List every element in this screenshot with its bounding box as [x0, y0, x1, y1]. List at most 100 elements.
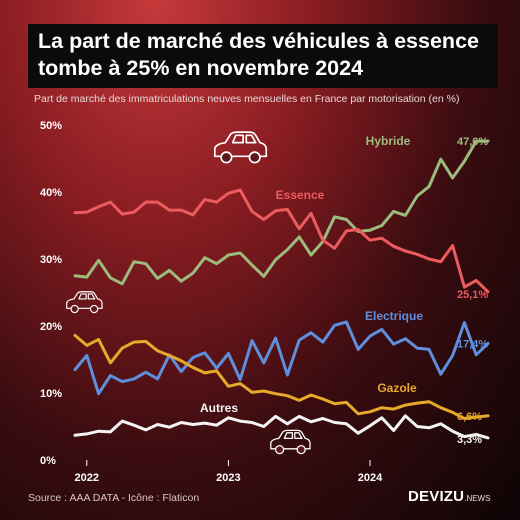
- data-point: [215, 262, 218, 265]
- data-point: [180, 370, 183, 373]
- data-point: [451, 354, 454, 357]
- y-tick-label: 0%: [40, 455, 56, 467]
- data-point: [73, 334, 76, 337]
- series-line: [73, 188, 490, 294]
- data-point: [191, 366, 194, 369]
- data-point: [156, 377, 159, 380]
- data-point: [427, 426, 430, 429]
- data-point: [286, 422, 289, 425]
- data-point: [132, 340, 135, 343]
- data-point: [132, 211, 135, 214]
- data-point: [144, 262, 147, 265]
- brand-suffix: .NEWS: [464, 494, 491, 503]
- data-point: [427, 185, 430, 188]
- source-note: Source : AAA DATA - Icône : Flaticon: [28, 492, 200, 504]
- data-point: [416, 401, 419, 404]
- data-point: [274, 415, 277, 418]
- data-point: [380, 237, 383, 240]
- series-label: Electrique: [365, 309, 423, 323]
- data-point: [180, 280, 183, 283]
- data-point: [333, 421, 336, 424]
- data-point: [262, 218, 265, 221]
- data-point: [121, 420, 124, 423]
- chart-title: La part de marché des véhicules à essenc…: [28, 24, 498, 88]
- data-point: [368, 424, 371, 427]
- chart-subtitle: Part de marché des immatriculations neuv…: [34, 93, 460, 105]
- car-icon: [213, 131, 268, 164]
- data-point: [451, 176, 454, 179]
- data-point: [463, 321, 466, 324]
- car-icon: [270, 429, 311, 455]
- y-tick-label: 10%: [40, 388, 62, 400]
- data-point: [392, 429, 395, 432]
- data-point: [156, 200, 159, 203]
- series-label: Autres: [200, 401, 238, 415]
- data-point: [144, 428, 147, 431]
- data-point: [250, 339, 253, 342]
- data-point: [368, 229, 371, 232]
- data-point: [168, 269, 171, 272]
- data-point: [109, 374, 112, 377]
- data-point: [475, 353, 478, 356]
- data-point: [333, 247, 336, 250]
- data-point: [439, 158, 442, 161]
- data-point: [132, 424, 135, 427]
- data-point: [298, 415, 301, 418]
- data-point: [439, 373, 442, 376]
- brand-logo: DEVIZU.NEWS: [408, 488, 490, 505]
- data-point: [321, 340, 324, 343]
- data-point: [404, 249, 407, 252]
- data-point: [73, 434, 76, 437]
- data-point: [97, 392, 100, 395]
- end-value-label: 3,3%: [457, 434, 482, 446]
- data-point: [156, 349, 159, 352]
- data-point: [215, 424, 218, 427]
- data-point: [168, 426, 171, 429]
- data-point: [357, 228, 360, 231]
- data-point: [404, 414, 407, 417]
- data-point: [121, 282, 124, 285]
- data-point: [427, 400, 430, 403]
- data-point: [345, 320, 348, 323]
- data-point: [321, 417, 324, 420]
- data-point: [85, 354, 88, 357]
- data-point: [239, 420, 242, 423]
- x-tick-label: 2024: [358, 472, 383, 484]
- data-point: [85, 432, 88, 435]
- data-point: [227, 192, 230, 195]
- data-point: [345, 401, 348, 404]
- data-point: [97, 338, 100, 341]
- data-point: [357, 412, 360, 415]
- data-point: [132, 260, 135, 263]
- data-point: [298, 235, 301, 238]
- data-point: [416, 194, 419, 197]
- data-point: [321, 239, 324, 242]
- data-point: [180, 421, 183, 424]
- data-point: [380, 328, 383, 331]
- data-point: [274, 209, 277, 212]
- data-point: [180, 208, 183, 211]
- series-line: [73, 333, 490, 420]
- data-point: [404, 214, 407, 217]
- data-point: [286, 208, 289, 211]
- data-point: [203, 371, 206, 374]
- data-point: [380, 224, 383, 227]
- data-point: [262, 425, 265, 428]
- data-point: [109, 276, 112, 279]
- data-point: [309, 253, 312, 256]
- data-point: [427, 348, 430, 351]
- series-line: [73, 414, 490, 440]
- end-value-label: 6,6%: [457, 411, 482, 423]
- data-point: [109, 430, 112, 433]
- data-point: [168, 354, 171, 357]
- data-point: [203, 351, 206, 354]
- data-point: [262, 361, 265, 364]
- data-point: [345, 422, 348, 425]
- data-point: [121, 213, 124, 216]
- data-point: [333, 402, 336, 405]
- data-point: [144, 371, 147, 374]
- data-point: [227, 416, 230, 419]
- data-point: [239, 251, 242, 254]
- data-point: [156, 423, 159, 426]
- data-point: [144, 340, 147, 343]
